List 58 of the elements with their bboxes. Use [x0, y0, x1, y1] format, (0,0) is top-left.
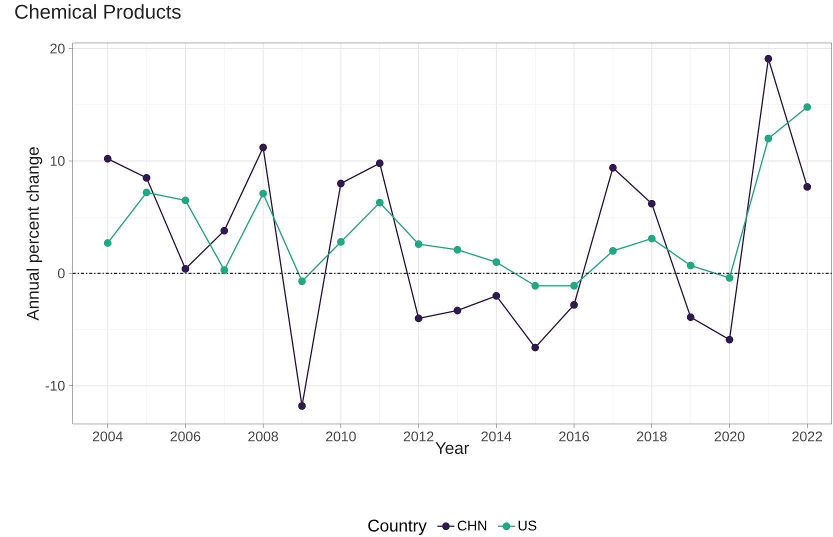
point: [220, 266, 228, 274]
point: [259, 144, 267, 152]
point: [609, 164, 617, 172]
point: [104, 239, 112, 247]
point: [648, 234, 656, 242]
point: [259, 190, 267, 198]
legend-label: CHN: [458, 520, 486, 531]
point: [414, 240, 422, 248]
point: [726, 274, 734, 282]
point: [492, 292, 500, 300]
x-tick-label: 2020: [714, 431, 744, 442]
y-tick-label: -10: [46, 380, 65, 391]
point: [803, 103, 812, 111]
point: [686, 313, 694, 322]
chart-title: Chemical Products: [15, 4, 181, 19]
y-tick-label: 0: [58, 268, 65, 278]
point: [298, 277, 306, 286]
y-tick-label: 20: [50, 44, 65, 54]
legend-label: US: [518, 520, 536, 531]
point: [298, 402, 306, 410]
point: [492, 258, 500, 266]
x-tick-label: 2012: [404, 431, 434, 442]
point: [609, 247, 617, 255]
point: [764, 54, 772, 63]
point: [454, 246, 462, 254]
point: [104, 154, 112, 163]
x-tick-label: 2016: [559, 431, 589, 442]
point: [648, 200, 656, 208]
point: [182, 265, 190, 273]
point: [182, 196, 190, 204]
y-axis-title: Annual percent change: [26, 147, 42, 321]
point: [414, 314, 422, 322]
point: [531, 344, 540, 352]
point: [376, 198, 384, 206]
point: [803, 182, 812, 191]
x-tick-label: 2008: [248, 431, 278, 442]
point: [142, 174, 150, 182]
x-tick-label: 2006: [170, 431, 200, 442]
point: [376, 159, 384, 168]
x-tick-label: 2010: [326, 431, 356, 442]
point: [570, 301, 578, 309]
point: [686, 262, 694, 270]
point: [142, 188, 150, 196]
point: [726, 336, 734, 344]
point: [454, 306, 462, 314]
x-tick-label: 2022: [792, 431, 822, 442]
x-tick-label: 2018: [636, 431, 667, 442]
x-axis-title: Year: [435, 442, 470, 454]
point: [570, 282, 578, 290]
point: [220, 226, 228, 235]
point: [337, 238, 345, 246]
point: [337, 180, 345, 188]
point: [764, 134, 772, 142]
legend-title: Country: [368, 520, 427, 535]
x-tick-label: 2004: [92, 431, 123, 442]
point: [531, 282, 540, 290]
x-tick-label: 2014: [482, 431, 512, 442]
y-tick-label: 10: [50, 156, 65, 166]
